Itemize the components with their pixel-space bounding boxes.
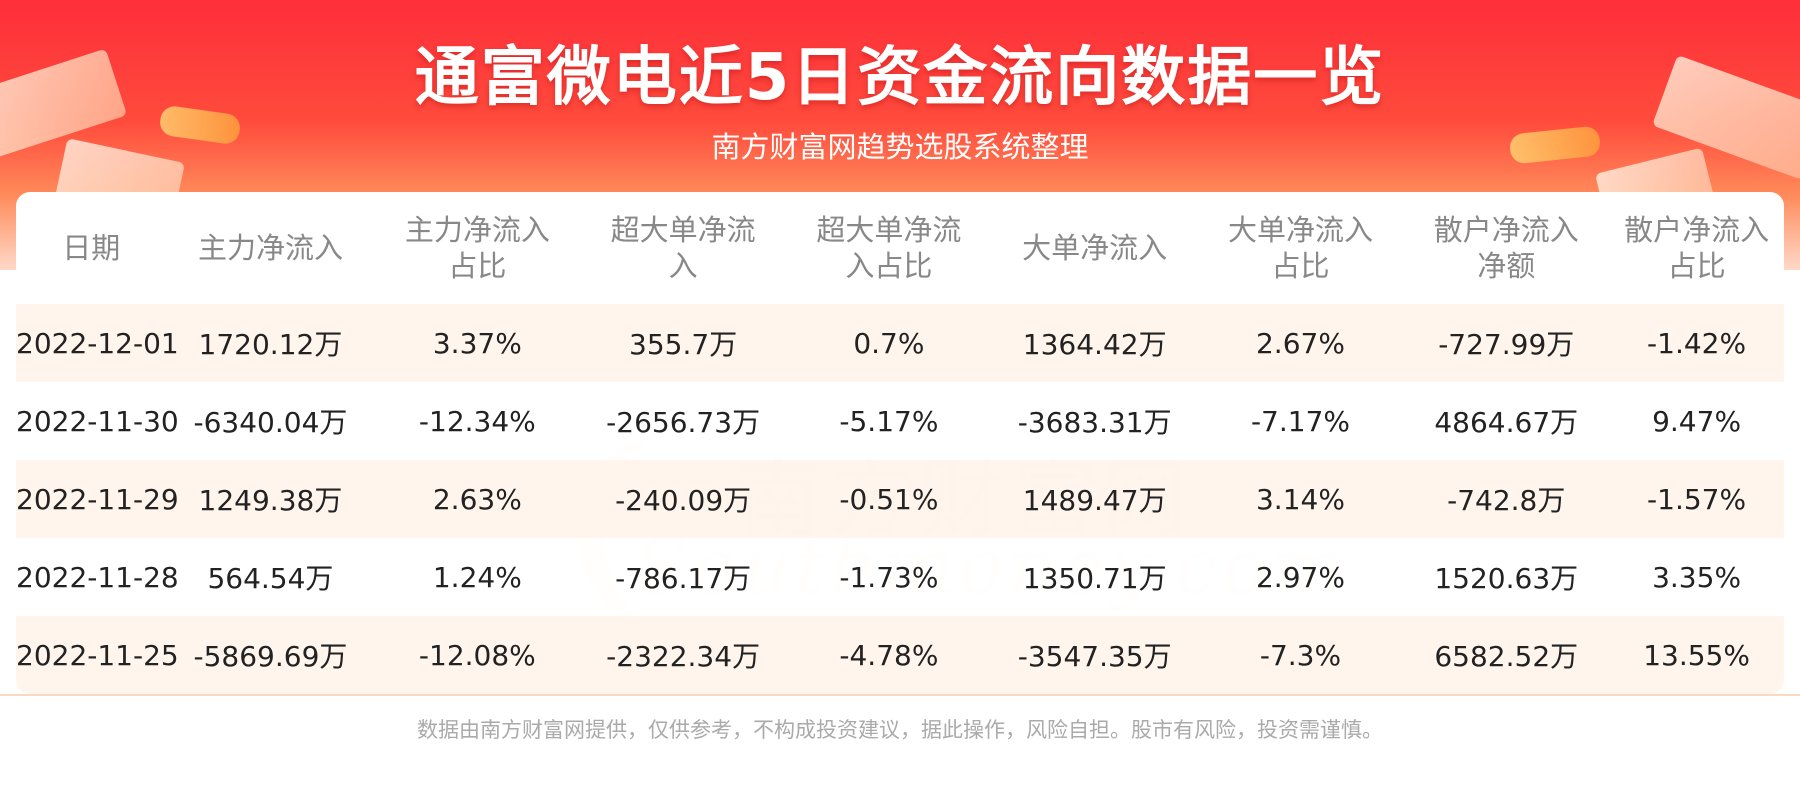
page-title: 通富微电近5日资金流向数据一览 bbox=[414, 41, 1386, 115]
value-cell: 1364.42万 bbox=[991, 304, 1198, 382]
column-header: 主力净流入 bbox=[166, 192, 374, 304]
value-cell: -12.34% bbox=[374, 382, 581, 460]
table-row: 2022-11-28 564.54万 1.24% -786.17万 -1.73% 1350… bbox=[16, 538, 1784, 616]
column-header-line: 主力净流入 bbox=[404, 213, 550, 247]
value-cell: 4864.67万 bbox=[1403, 382, 1610, 460]
value-cell: -7.3% bbox=[1197, 616, 1404, 694]
value-cell: 6582.52万 bbox=[1403, 616, 1610, 694]
value-cell: -6340.04万 bbox=[166, 382, 375, 460]
value-cell: 0.7% bbox=[786, 304, 992, 382]
value-cell: -5869.69万 bbox=[166, 616, 375, 694]
date-cell: 2022-11-28 bbox=[16, 538, 179, 616]
value-cell: -742.8万 bbox=[1403, 460, 1610, 538]
value-cell: -2656.73万 bbox=[580, 382, 787, 460]
value-cell: 13.55% bbox=[1609, 616, 1784, 694]
column-header-line: 占比 bbox=[448, 249, 507, 283]
date-cell: 2022-11-30 bbox=[16, 382, 179, 460]
column-header-line: 入 bbox=[668, 249, 698, 283]
data-table-card: 南方财富网 Southmoney.com 日期主力净流入主力净流入占比超大单净流… bbox=[16, 192, 1784, 694]
column-header: 日期 bbox=[16, 192, 166, 304]
column-header-line: 大单净流入 bbox=[1227, 213, 1373, 247]
column-header-line: 入占比 bbox=[845, 249, 933, 283]
value-cell: 564.54万 bbox=[166, 538, 375, 616]
value-cell: 3.35% bbox=[1609, 538, 1784, 616]
column-header-line: 大单净流入 bbox=[1022, 231, 1168, 265]
column-header: 超大单净流 入占比 bbox=[786, 192, 992, 304]
table-row: 2022-11-30 -6340.04万 -12.34% -2656.73万 -5.17… bbox=[16, 382, 1784, 460]
value-cell: 1489.47万 bbox=[991, 460, 1198, 538]
value-cell: -12.08% bbox=[374, 616, 581, 694]
column-header-line: 散户净流入 bbox=[1624, 213, 1770, 247]
column-header-line: 日期 bbox=[62, 231, 121, 265]
table-row: 2022-12-01 1720.12万 3.37% 355.7万 0.7% 1364.42… bbox=[16, 304, 1784, 382]
value-cell: -5.17% bbox=[786, 382, 992, 460]
column-header-line: 超大单净流 bbox=[610, 213, 756, 247]
value-cell: -1.57% bbox=[1609, 460, 1784, 538]
value-cell: -4.78% bbox=[786, 616, 992, 694]
footer-divider bbox=[0, 694, 1800, 696]
date-cell: 2022-11-25 bbox=[16, 616, 179, 694]
table-header-row: 日期 主力净流入 主力净流入 占比 超大单净流入超大单净流 入占比 大单净流入 大单净流入 占比… bbox=[16, 192, 1784, 304]
column-header: 大单净流入 bbox=[992, 192, 1198, 304]
value-cell: 1520.63万 bbox=[1403, 538, 1610, 616]
disclaimer-text: 数据由南方财富网提供，仅供参考，不构成投资建议，据此操作，风险自担。股市有风险，… bbox=[417, 718, 1383, 742]
table-row: 2022-11-25 -5869.69万 -12.08% -2322.34万 -4.78… bbox=[16, 616, 1784, 694]
column-header-line: 占比 bbox=[1271, 249, 1330, 283]
value-cell: -3547.35万 bbox=[991, 616, 1198, 694]
value-cell: 2.63% bbox=[374, 460, 581, 538]
column-header-line: 超大单净流 bbox=[816, 213, 962, 247]
value-cell: 355.7万 bbox=[580, 304, 787, 382]
column-header: 大单净流入 占比 bbox=[1198, 192, 1404, 304]
value-cell: -727.99万 bbox=[1403, 304, 1610, 382]
date-cell: 2022-11-29 bbox=[16, 460, 179, 538]
value-cell: -786.17万 bbox=[580, 538, 787, 616]
value-cell: -1.73% bbox=[786, 538, 992, 616]
column-header: 主力净流入 占比 bbox=[374, 192, 580, 304]
value-cell: -2322.34万 bbox=[580, 616, 787, 694]
column-header: 散户净流入 占比 bbox=[1609, 192, 1784, 304]
value-cell: 1.24% bbox=[374, 538, 581, 616]
value-cell: 3.14% bbox=[1197, 460, 1404, 538]
value-cell: -7.17% bbox=[1197, 382, 1404, 460]
value-cell: 1350.71万 bbox=[991, 538, 1198, 616]
value-cell: 1720.12万 bbox=[166, 304, 375, 382]
value-cell: 1249.38万 bbox=[166, 460, 375, 538]
value-cell: -3683.31万 bbox=[991, 382, 1198, 460]
fund-flow-table: 日期 主力净流入 主力净流入 占比 超大单净流入超大单净流 入占比 大单净流入 大单净流入 占比… bbox=[16, 192, 1784, 694]
value-cell: 9.47% bbox=[1609, 382, 1784, 460]
value-cell: -1.42% bbox=[1609, 304, 1784, 382]
value-cell: 2.97% bbox=[1197, 538, 1404, 616]
page-subtitle: 南方财富网趋势选股系统整理 bbox=[711, 130, 1089, 164]
value-cell: 2.67% bbox=[1197, 304, 1404, 382]
column-header-line: 散户净流入 bbox=[1433, 213, 1579, 247]
column-header-line: 主力净流入 bbox=[197, 231, 343, 265]
value-cell: -0.51% bbox=[786, 460, 992, 538]
value-cell: 3.37% bbox=[374, 304, 581, 382]
column-header: 散户净流入 净额 bbox=[1403, 192, 1609, 304]
column-header: 超大单净流入 bbox=[580, 192, 786, 304]
date-cell: 2022-12-01 bbox=[16, 304, 179, 382]
column-header-line: 占比 bbox=[1667, 249, 1726, 283]
table-row: 2022-11-29 1249.38万 2.63% -240.09万 -0.51% 148… bbox=[16, 460, 1784, 538]
value-cell: -240.09万 bbox=[580, 460, 787, 538]
column-header-line: 净额 bbox=[1477, 249, 1536, 283]
